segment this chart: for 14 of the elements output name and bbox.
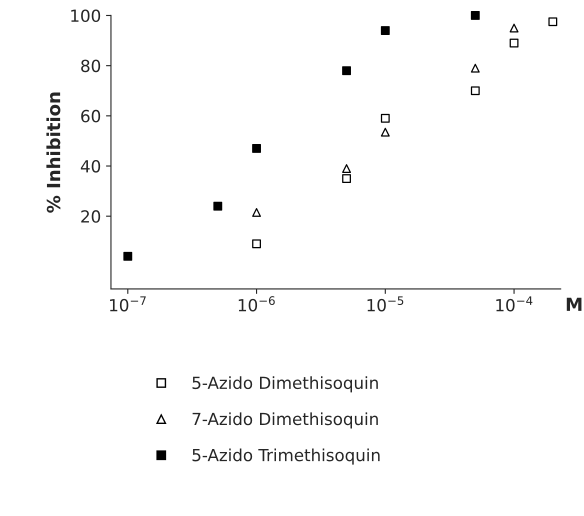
y-tick-label: 60 bbox=[81, 110, 100, 122]
y-tick-label: 20 bbox=[81, 210, 100, 223]
x-tick-label: 10$^{−4}$ bbox=[496, 296, 532, 312]
x-axis-title: M bbox=[566, 298, 582, 311]
legend-label: 5-Azido Trimethisoquin bbox=[192, 448, 380, 465]
y-tick-label: 100 bbox=[71, 9, 100, 22]
y-axis-title: % Inhibition bbox=[46, 92, 60, 213]
legend-label: 5-Azido Dimethisoquin bbox=[192, 376, 378, 392]
x-tick-label: 10$^{−7}$ bbox=[110, 296, 146, 312]
y-tick-label: 40 bbox=[80, 160, 100, 173]
x-tick-label: 10$^{−6}$ bbox=[238, 296, 275, 312]
legend-label: 7-Azido Dimethisoquin bbox=[192, 412, 378, 428]
x-tick-label: 10$^{−5}$ bbox=[368, 296, 404, 312]
y-tick-label: 80 bbox=[81, 60, 100, 72]
